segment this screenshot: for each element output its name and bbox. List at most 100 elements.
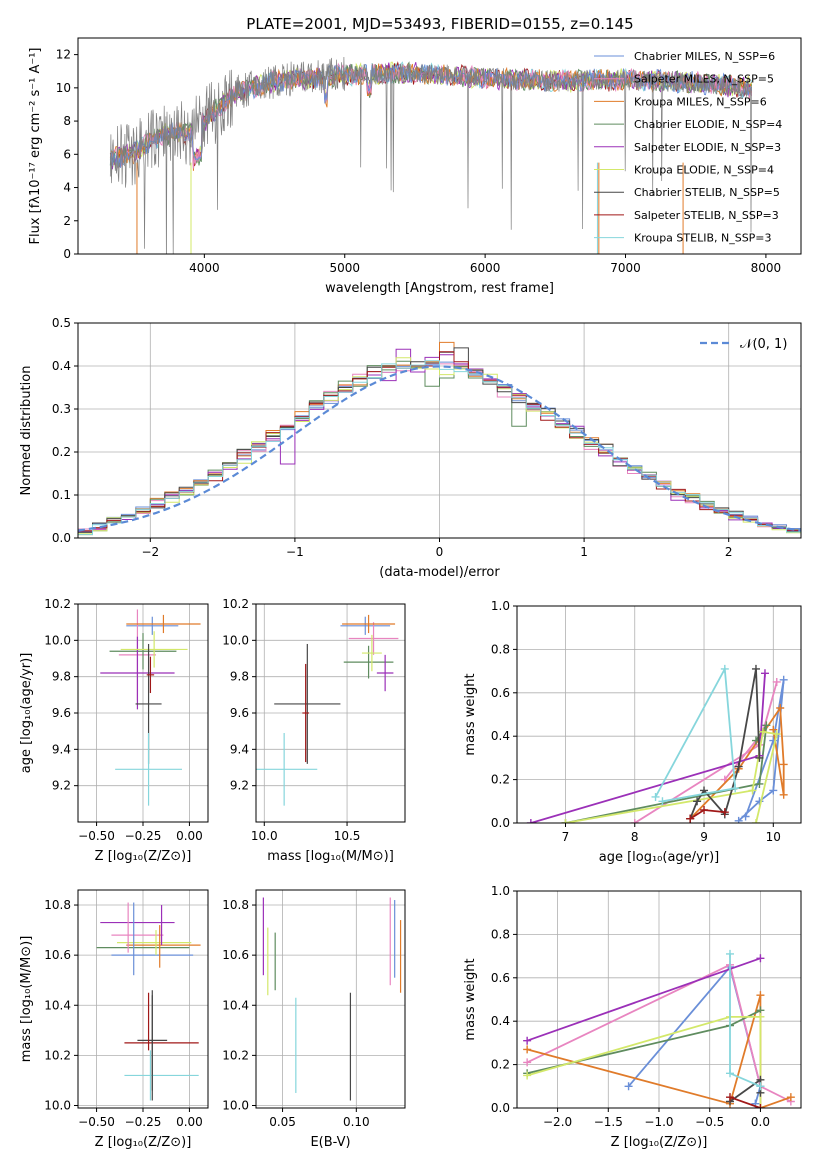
- x-tick-label: 8: [631, 830, 639, 844]
- plot-area: [100, 609, 201, 806]
- legend-entry: Kroupa STELIB, N_SSP=3: [634, 232, 772, 245]
- y-tick-label: 0.0: [491, 1101, 510, 1115]
- plot-area: [96, 902, 201, 1101]
- weight-marker: [779, 790, 788, 799]
- x-tick-label: −0.50: [78, 1115, 115, 1129]
- axes-frame: [516, 605, 802, 824]
- observed-spectrum: [109, 56, 752, 254]
- grid-lines: [78, 890, 208, 1108]
- x-tick-label: 7000: [610, 261, 641, 275]
- errorbar-kroupa_stelib: [256, 732, 318, 806]
- x-tick-label: 0.00: [176, 829, 203, 843]
- weight-marker: [786, 1093, 795, 1102]
- y-tick-label: 0.2: [491, 773, 510, 787]
- y-tick-label: 10.8: [44, 898, 71, 912]
- y-tick-label: 10.0: [44, 633, 71, 647]
- y-axis-label: Flux [fλ10⁻¹⁷ erg cm⁻² s⁻¹ A⁻¹]: [28, 48, 43, 245]
- y-tick-label: 0.8: [491, 927, 510, 941]
- weight-marker: [756, 1012, 765, 1021]
- y-tick-label: 10.6: [44, 948, 71, 962]
- legend-entry: Chabrier STELIB, N_SSP=5: [634, 186, 780, 199]
- weight-marker: [693, 797, 702, 806]
- legend-entry: 𝒩(0, 1): [740, 337, 787, 352]
- plot-area: [78, 341, 801, 536]
- legend: 𝒩(0, 1): [700, 337, 787, 352]
- y-tick-label: 0.5: [52, 316, 71, 330]
- axes-frame: [255, 603, 406, 823]
- axes-frame: [77, 889, 209, 1109]
- weights-salpeter_stelib: [686, 805, 729, 823]
- x-tick-label: 0.00: [176, 1115, 203, 1129]
- weight-marker: [720, 664, 729, 673]
- plot-area: [526, 664, 788, 823]
- weight-marker: [751, 819, 760, 823]
- weights-salpeter_stelib: [726, 1093, 765, 1108]
- weight-marker: [630, 819, 639, 823]
- weight-line: [654, 665, 737, 803]
- errorbar-salpeter_stelib: [302, 663, 309, 763]
- y-tick-label: 1.0: [491, 884, 510, 898]
- weights-kroupa_miles: [686, 703, 788, 823]
- y-tick-label: 9.2: [230, 779, 249, 793]
- weight-marker: [755, 797, 764, 806]
- x-axis-label: mass [log₁₀(M/M⊙)]: [267, 849, 394, 864]
- x-tick-label: −2: [141, 545, 159, 559]
- y-tick-label: 9.4: [230, 742, 249, 756]
- errorbar-kroupa_miles: [126, 614, 201, 634]
- y-tick-label: 2: [63, 214, 71, 228]
- y-tick-label: 10.0: [44, 1098, 71, 1112]
- weight-marker: [741, 812, 750, 821]
- x-tick-label: 4000: [189, 261, 220, 275]
- weight-marker: [758, 727, 767, 736]
- errorbar-chabrier_miles: [126, 616, 179, 635]
- legend-entry: Chabrier MILES, N_SSP=6: [634, 50, 775, 63]
- x-axis-label: Z [log₁₀(Z/Z⊙)]: [95, 849, 192, 864]
- weight-marker: [769, 786, 778, 795]
- axes: 0.05 0.10 10.0 10.2 10.4 10.6 10.8 E(B-V): [222, 889, 406, 1150]
- axes: −0.50 −0.25 0.00 10.0 10.2 10.4 10.6 10.8 Z [log…: [19, 889, 209, 1150]
- y-tick-label: 10.0: [222, 633, 249, 647]
- y-tick-label: 0.6: [491, 686, 510, 700]
- weights-kroupa_stelib: [726, 949, 765, 1091]
- normal-curve: [78, 365, 801, 532]
- y-tick-label: 0.0: [491, 816, 510, 830]
- x-tick-label: −0.25: [125, 1115, 162, 1129]
- y-tick-label: 0.8: [491, 642, 510, 656]
- y-tick-label: 0.4: [52, 359, 71, 373]
- axes: −2 −1 0 1 2 0.0 0.1 0.2 0.3 0.4 0.5 (data-model)/er…: [19, 316, 802, 580]
- weight-marker: [523, 1058, 532, 1067]
- y-tick-label: 0: [63, 247, 71, 261]
- x-tick-label: 10: [766, 830, 781, 844]
- mass-weight-vs-age-panel: 7 8 9 10 0.0 0.2 0.4 0.6 0.8 1.0 age [log₁₀(age/yr…: [463, 599, 802, 865]
- x-tick-label: 8000: [751, 261, 782, 275]
- x-axis-label: Z [log₁₀(Z/Z⊙)]: [611, 1135, 708, 1150]
- weight-marker: [561, 819, 570, 823]
- axes: 10.0 10.5 9.2 9.4 9.6 9.8 10.0 10.2 mass [log₁₀(…: [222, 597, 406, 864]
- weight-line: [689, 705, 785, 820]
- plot-area: [262, 897, 402, 1101]
- y-tick-label: 6: [63, 147, 71, 161]
- x-tick-label: −2.0: [543, 1115, 572, 1129]
- legend-entry: Kroupa MILES, N_SSP=6: [634, 95, 767, 108]
- axes: 4000 5000 6000 7000 8000 0 2 4 6 8 10 12 wavelength …: [28, 37, 802, 296]
- axes: −2.0 −1.5 −1.0 −0.5 0.0 0.0 0.2 0.4 0.6 0.8 1.0 Z […: [463, 884, 802, 1150]
- weight-marker: [772, 730, 781, 739]
- weight-marker: [760, 669, 769, 678]
- legend-entry: Salpeter MILES, N_SSP=5: [634, 73, 774, 86]
- weight-marker: [720, 808, 729, 817]
- axes: 7 8 9 10 0.0 0.2 0.4 0.6 0.8 1.0 age [log₁₀(age/yr…: [463, 599, 802, 865]
- x-tick-label: −0.25: [125, 829, 162, 843]
- weight-line: [526, 963, 792, 1103]
- x-axis-label: Z [log₁₀(Z/Z⊙)]: [95, 1135, 192, 1150]
- y-tick-label: 9.8: [52, 670, 71, 684]
- y-tick-label: 10.2: [222, 597, 249, 611]
- weight-marker: [779, 675, 788, 684]
- x-tick-label: 10.5: [334, 829, 361, 843]
- y-tick-label: 9.4: [52, 742, 71, 756]
- residual-histogram-panel: −2 −1 0 1 2 0.0 0.1 0.2 0.3 0.4 0.5 (data-model)/er…: [19, 316, 802, 580]
- spectrum-panel: 4000 5000 6000 7000 8000 0 2 4 6 8 10 12 wavelength …: [28, 37, 802, 296]
- weight-marker: [734, 762, 743, 771]
- axes-frame: [516, 890, 802, 1109]
- plot-area: [523, 949, 795, 1108]
- errorbar-salpeter_elodie: [376, 654, 394, 692]
